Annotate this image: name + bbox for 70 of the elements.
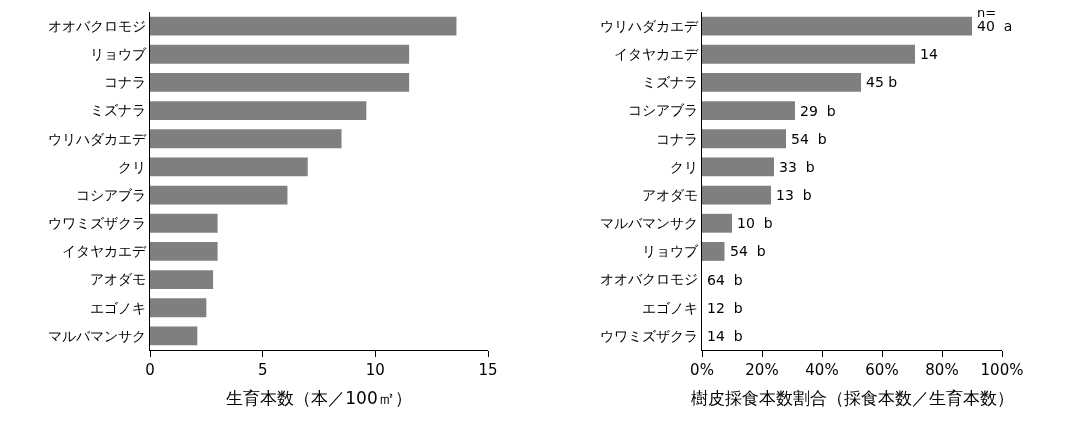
annotation: n= (977, 5, 997, 20)
x-tick-label: 80% (925, 361, 959, 379)
bar (702, 72, 861, 92)
y-tick-label: エゴノキ (90, 299, 147, 316)
y-tick-label: アオダモ (642, 186, 699, 203)
bar (702, 157, 774, 177)
bar (150, 72, 410, 92)
bar (150, 44, 410, 64)
y-tick-label: コシアブラ (76, 186, 147, 203)
bar (150, 101, 367, 121)
annotation: 54 b (791, 131, 827, 147)
bar (702, 129, 786, 149)
x-axis-title: 樹皮採食本数割合（採食本数／生育本数） (690, 388, 1014, 409)
y-tick-label: クリ (118, 158, 147, 175)
x-tick-label: 0% (690, 361, 714, 379)
y-tick-label: ミズナラ (90, 102, 147, 119)
bar (702, 16, 972, 36)
y-tick-label: クリ (670, 158, 699, 175)
bar (702, 241, 725, 261)
annotation: 64 b (707, 272, 743, 288)
bar (702, 44, 915, 64)
y-tick-label: オオバクロモジ (600, 271, 699, 288)
y-tick-label: アオダモ (90, 271, 147, 288)
x-tick-label: 15 (478, 361, 498, 379)
bar (150, 241, 218, 261)
bar (702, 185, 771, 205)
annotation: 10 b (737, 215, 773, 231)
annotation: 12 b (707, 300, 743, 316)
y-tick-label: ウワミズザクラ (600, 327, 699, 344)
annotation: 13 b (776, 187, 812, 203)
y-tick-label: リョウブ (642, 243, 700, 260)
y-tick-label: マルバマンサク (48, 327, 147, 344)
y-tick-label: ウリハダカエデ (48, 130, 148, 147)
y-tick-label: コナラ (104, 74, 147, 91)
bar (702, 213, 732, 233)
annotation: 33 b (779, 159, 815, 175)
x-tick-label: 5 (257, 361, 268, 379)
y-tick-label: ウワミズザクラ (48, 215, 147, 232)
y-tick-label: ウリハダカエデ (600, 17, 700, 34)
y-tick-label: イタヤカエデ (614, 46, 700, 63)
x-tick-label: 0 (145, 361, 155, 379)
bar (150, 298, 207, 318)
bar (150, 270, 214, 290)
annotation: 29 b (800, 103, 836, 119)
y-tick-label: リョウブ (90, 46, 148, 63)
bar (150, 185, 288, 205)
bar (150, 157, 308, 177)
x-tick-label: 20% (745, 361, 779, 379)
y-tick-label: コシアブラ (628, 102, 699, 119)
annotation: 40 a (977, 18, 1013, 34)
y-tick-label: ミズナラ (642, 74, 699, 91)
x-tick-label: 60% (865, 361, 899, 379)
y-tick-label: コナラ (656, 130, 699, 147)
annotation: 14 (920, 46, 938, 62)
bar (150, 213, 218, 233)
x-tick-label: 10 (365, 361, 385, 379)
x-axis-title: 生育本数（本／100㎡） (226, 388, 412, 409)
x-tick-label: 100% (980, 361, 1024, 379)
annotation: 45 b (866, 74, 898, 90)
y-tick-label: イタヤカエデ (62, 243, 148, 260)
bar (150, 16, 457, 36)
bar (702, 101, 795, 121)
x-tick-label: 40% (805, 361, 839, 379)
y-tick-label: オオバクロモジ (48, 17, 147, 34)
annotation: 14 b (707, 328, 743, 344)
y-tick-label: マルバマンサク (600, 215, 699, 232)
bar (150, 326, 198, 346)
y-tick-label: エゴノキ (642, 299, 699, 316)
bar (150, 129, 342, 149)
annotation: 54 b (730, 243, 766, 259)
